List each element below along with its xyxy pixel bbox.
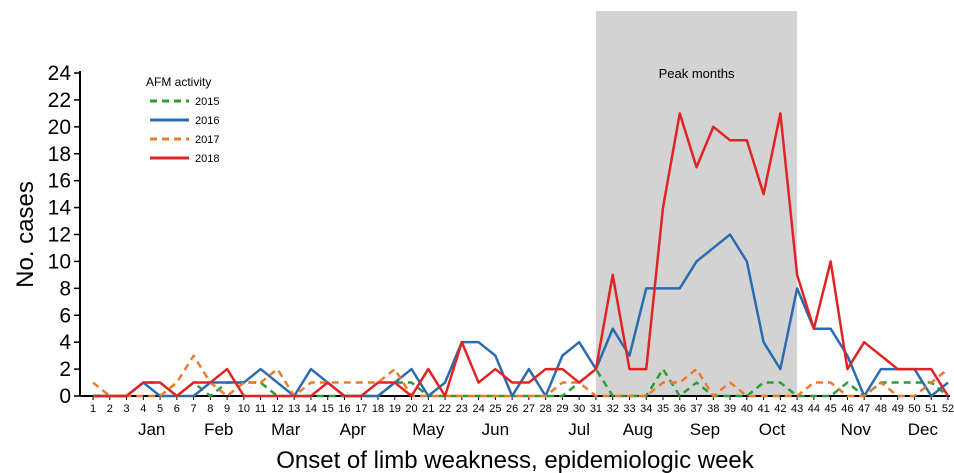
x-tick-label: 23 xyxy=(456,403,468,415)
x-tick-label: 20 xyxy=(405,403,417,415)
x-tick-label: 7 xyxy=(191,403,197,415)
legend-label-2016: 2016 xyxy=(195,115,219,127)
series-line-2016 xyxy=(93,233,949,398)
y-tick-label: 22 xyxy=(48,89,71,112)
y-tick-label: 10 xyxy=(48,250,71,273)
x-tick-label: 26 xyxy=(506,403,518,415)
x-tick-label: 17 xyxy=(355,403,367,415)
x-tick-label: 14 xyxy=(305,403,317,415)
x-tick-label: 30 xyxy=(573,403,585,415)
y-tick-label: 20 xyxy=(48,116,71,139)
x-tick-label: 11 xyxy=(255,403,266,415)
legend-label-2018: 2018 xyxy=(195,153,219,165)
x-tick-label: 22 xyxy=(439,403,451,415)
x-tick-label: 48 xyxy=(875,403,887,415)
x-axis-title: Onset of limb weakness, epidemiologic we… xyxy=(276,447,755,473)
month-label: Jun xyxy=(482,420,509,439)
y-axis-title: No. cases xyxy=(12,181,39,288)
legend-label-2015: 2015 xyxy=(195,96,219,108)
month-label: Aug xyxy=(623,420,653,439)
x-tick-label: 33 xyxy=(623,403,635,415)
peak-months-label: Peak months xyxy=(659,66,735,81)
x-tick-label: 38 xyxy=(707,403,719,415)
x-tick-label: 24 xyxy=(472,403,484,415)
x-tick-label: 9 xyxy=(224,403,230,415)
x-tick-label: 42 xyxy=(774,403,786,415)
month-label: Jan xyxy=(138,420,165,439)
x-tick-label: 21 xyxy=(422,403,434,415)
x-tick-label: 35 xyxy=(657,403,669,415)
month-label: Dec xyxy=(908,420,939,439)
x-tick-label: 18 xyxy=(372,403,384,415)
month-label: Feb xyxy=(204,420,233,439)
x-tick-label: 46 xyxy=(841,403,853,415)
x-tick-label: 28 xyxy=(540,403,552,415)
y-tick-label: 0 xyxy=(59,385,71,408)
month-label: Mar xyxy=(271,420,301,439)
x-tick-label: 29 xyxy=(556,403,568,415)
x-tick-label: 16 xyxy=(338,403,350,415)
x-tick-label: 2 xyxy=(107,403,113,415)
x-tick-label: 8 xyxy=(207,403,213,415)
x-tick-label: 25 xyxy=(489,403,501,415)
series-line-2018 xyxy=(93,112,950,398)
x-tick-label: 32 xyxy=(607,403,619,415)
x-tick-label: 5 xyxy=(157,403,163,415)
y-tick-label: 18 xyxy=(48,143,71,166)
y-tick-label: 8 xyxy=(59,277,71,300)
x-tick-label: 40 xyxy=(741,403,753,415)
month-label: Apr xyxy=(340,420,367,439)
x-tick-label: 3 xyxy=(123,403,129,415)
x-tick-label: 39 xyxy=(724,403,736,415)
month-label: Jul xyxy=(568,420,590,439)
x-tick-label: 12 xyxy=(271,403,283,415)
x-tick-label: 37 xyxy=(690,403,702,415)
x-tick-label: 19 xyxy=(389,403,401,415)
x-tick-label: 43 xyxy=(791,403,803,415)
x-tick-label: 49 xyxy=(892,403,904,415)
month-label: Sep xyxy=(690,420,720,439)
y-tick-label: 24 xyxy=(48,62,72,85)
y-tick-label: 2 xyxy=(59,358,71,381)
x-tick-label: 27 xyxy=(523,403,535,415)
x-tick-label: 51 xyxy=(925,403,937,415)
x-tick-label: 45 xyxy=(825,403,837,415)
y-tick-label: 12 xyxy=(48,224,71,247)
x-tick-label: 44 xyxy=(808,403,820,415)
y-tick-label: 6 xyxy=(59,304,71,327)
x-tick-label: 4 xyxy=(140,403,146,415)
x-tick-label: 52 xyxy=(942,403,954,415)
x-tick-label: 34 xyxy=(640,403,652,415)
x-tick-label: 13 xyxy=(288,403,300,415)
legend-title: AFM activity xyxy=(146,75,211,89)
x-tick-label: 41 xyxy=(757,403,769,415)
x-tick-label: 47 xyxy=(858,403,870,415)
peak-months-band xyxy=(595,11,798,396)
y-tick-label: 4 xyxy=(59,331,71,354)
y-tick-label: 14 xyxy=(48,197,72,220)
x-tick-label: 15 xyxy=(322,403,334,415)
y-tick-label: 16 xyxy=(48,170,71,193)
x-tick-label: 36 xyxy=(674,403,686,415)
month-label: Nov xyxy=(841,420,872,439)
x-tick-label: 10 xyxy=(238,403,250,415)
x-tick-label: 1 xyxy=(90,403,96,415)
x-tick-label: 50 xyxy=(908,403,920,415)
month-label: Oct xyxy=(759,420,786,439)
x-tick-label: 31 xyxy=(590,403,602,415)
legend-label-2017: 2017 xyxy=(195,134,219,146)
series-line-2017 xyxy=(92,354,949,398)
month-label: May xyxy=(412,420,445,439)
x-tick-label: 6 xyxy=(174,403,180,415)
